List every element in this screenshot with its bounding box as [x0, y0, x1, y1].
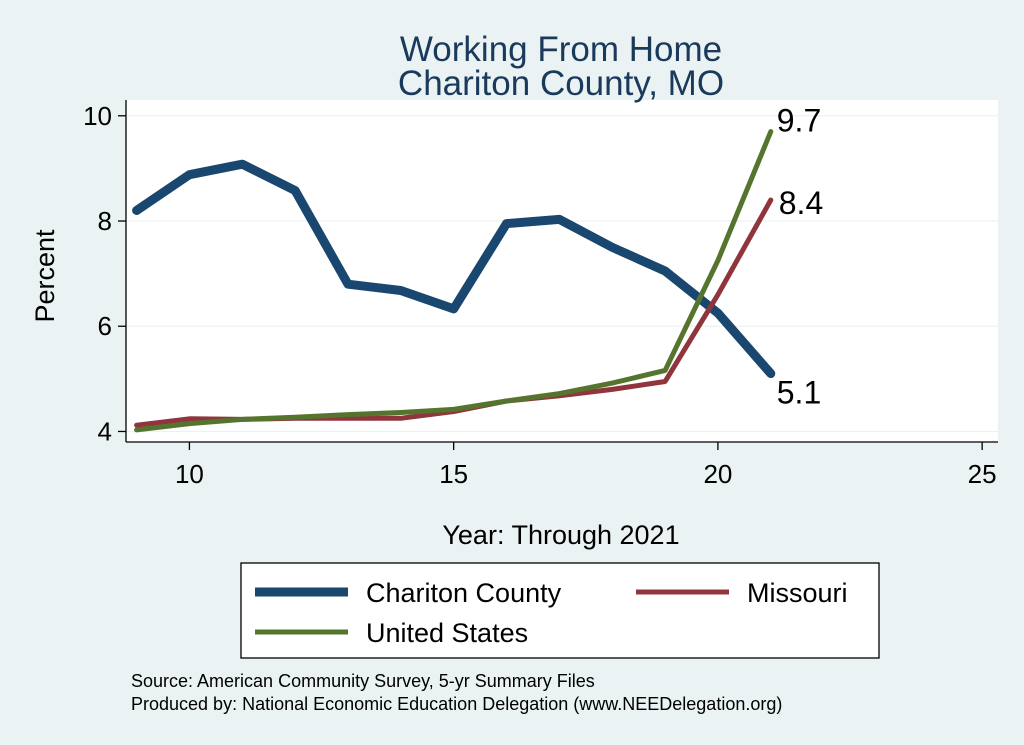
y-tick-label-8: 8 [98, 206, 112, 236]
produced-by-note: Produced by: National Economic Education… [131, 694, 782, 714]
x-tick-label-15: 15 [439, 459, 468, 489]
y-tick-label-10: 10 [83, 101, 112, 131]
end-label-chariton-county: 5.1 [777, 375, 821, 411]
y-tick-label-4: 4 [98, 416, 112, 446]
x-tick-label-20: 20 [703, 459, 732, 489]
plot-area [126, 100, 998, 442]
series-line-united-states [134, 129, 774, 433]
legend-label-chariton-county: Chariton County [366, 578, 562, 608]
series-line-chariton-county [132, 159, 776, 379]
x-axis-title: Year: Through 2021 [442, 520, 679, 550]
chart-title-line-1: Working From Home [400, 30, 722, 69]
source-note: Source: American Community Survey, 5-yr … [131, 671, 595, 691]
series-lines [132, 129, 776, 433]
legend-label-missouri: Missouri [747, 578, 848, 608]
legend-label-united-states: United States [366, 618, 528, 648]
y-tick-label-6: 6 [98, 311, 112, 341]
end-label-united-states: 9.7 [777, 103, 821, 139]
y-axis-title: Percent [30, 229, 60, 323]
x-tick-label-25: 25 [968, 459, 997, 489]
end-labels: 5.1 8.4 9.7 [777, 103, 823, 411]
end-label-missouri: 8.4 [779, 185, 823, 221]
chart-title-line-2: Chariton County, MO [398, 64, 724, 103]
legend: Chariton County Missouri United States [240, 562, 880, 659]
x-tick-label-10: 10 [175, 459, 204, 489]
legend-box [240, 562, 880, 659]
axes: 4 6 8 10 10 15 20 25 [83, 100, 998, 489]
